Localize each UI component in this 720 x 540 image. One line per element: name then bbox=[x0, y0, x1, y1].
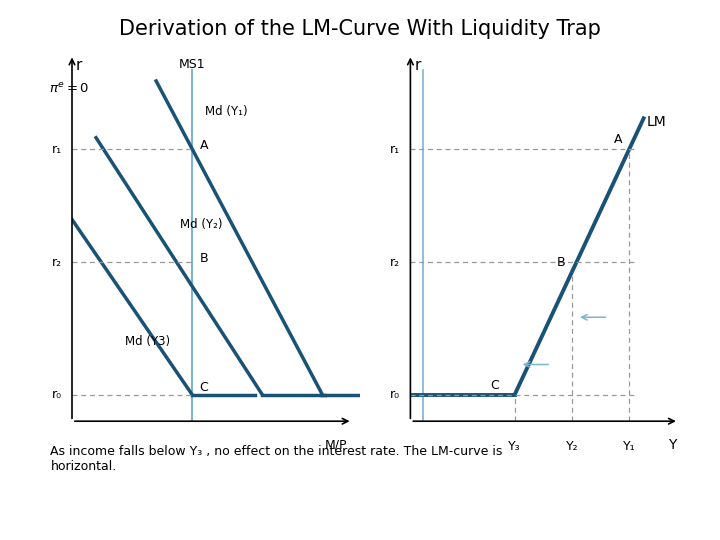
Text: C: C bbox=[490, 379, 499, 392]
Text: Y₂: Y₂ bbox=[566, 440, 578, 453]
Text: B: B bbox=[557, 256, 565, 269]
Text: r: r bbox=[414, 58, 420, 73]
Text: Y: Y bbox=[668, 438, 676, 452]
Text: r₂: r₂ bbox=[390, 256, 400, 269]
Text: r₂: r₂ bbox=[52, 256, 62, 269]
Text: Y₃: Y₃ bbox=[508, 440, 521, 453]
Text: LM: LM bbox=[647, 115, 666, 129]
Text: r₀: r₀ bbox=[390, 388, 400, 401]
Text: r₁: r₁ bbox=[52, 143, 62, 156]
Text: Md (Y₁): Md (Y₁) bbox=[204, 105, 248, 118]
Text: Derivation of the LM-Curve With Liquidity Trap: Derivation of the LM-Curve With Liquidit… bbox=[119, 19, 601, 39]
Text: M/P: M/P bbox=[325, 438, 348, 451]
Text: r: r bbox=[76, 58, 82, 73]
Text: As income falls below Y₃ , no effect on the interest rate. The LM-curve is
horiz: As income falls below Y₃ , no effect on … bbox=[50, 446, 503, 474]
Text: A: A bbox=[613, 133, 622, 146]
Text: r₀: r₀ bbox=[52, 388, 62, 401]
Text: r₁: r₁ bbox=[390, 143, 400, 156]
Text: C: C bbox=[199, 381, 209, 394]
Text: MS1: MS1 bbox=[179, 58, 205, 71]
Text: Y₁: Y₁ bbox=[623, 440, 636, 453]
Text: A: A bbox=[199, 139, 208, 152]
Text: B: B bbox=[199, 252, 208, 265]
Text: Md (Y3): Md (Y3) bbox=[125, 335, 170, 348]
Text: $\pi^e = 0$: $\pi^e = 0$ bbox=[50, 82, 90, 96]
Text: Md (Y₂): Md (Y₂) bbox=[180, 218, 222, 231]
